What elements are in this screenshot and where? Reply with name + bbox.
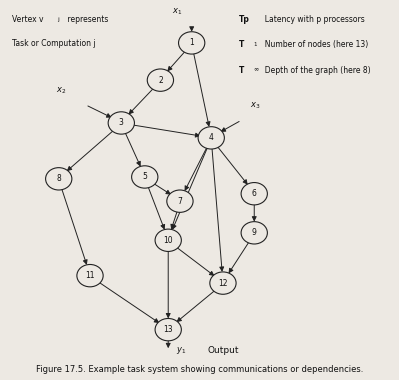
Text: T: T — [239, 40, 244, 49]
Text: 1: 1 — [189, 38, 194, 48]
Ellipse shape — [155, 318, 182, 341]
Ellipse shape — [210, 272, 236, 294]
Text: Task or Computation j: Task or Computation j — [12, 39, 95, 48]
Ellipse shape — [132, 166, 158, 188]
Text: j: j — [57, 17, 59, 22]
Ellipse shape — [147, 69, 174, 91]
Text: 4: 4 — [209, 133, 214, 142]
Ellipse shape — [178, 32, 205, 54]
Text: 13: 13 — [164, 325, 173, 334]
Text: 11: 11 — [85, 271, 95, 280]
Ellipse shape — [108, 112, 134, 134]
Text: $x_1$: $x_1$ — [172, 6, 182, 17]
Ellipse shape — [198, 127, 224, 149]
Text: 10: 10 — [164, 236, 173, 245]
Text: 1: 1 — [253, 42, 257, 47]
Ellipse shape — [167, 190, 193, 212]
Text: ∞: ∞ — [253, 66, 259, 71]
Text: 9: 9 — [252, 228, 257, 238]
Ellipse shape — [241, 222, 267, 244]
Text: Depth of the graph (here 8): Depth of the graph (here 8) — [260, 66, 371, 74]
Text: Figure 17.5. Example task system showing communications or dependencies.: Figure 17.5. Example task system showing… — [36, 365, 363, 374]
Text: 8: 8 — [56, 174, 61, 183]
Text: 3: 3 — [119, 119, 124, 127]
Text: T: T — [239, 66, 244, 74]
Text: $x_3$: $x_3$ — [249, 101, 260, 111]
Text: 6: 6 — [252, 189, 257, 198]
Text: 2: 2 — [158, 76, 163, 85]
Text: Vertex v: Vertex v — [12, 15, 43, 24]
Text: 5: 5 — [142, 173, 147, 182]
Ellipse shape — [155, 229, 182, 252]
Text: Latency with p processors: Latency with p processors — [260, 15, 365, 24]
Text: $x_2$: $x_2$ — [56, 86, 67, 96]
Text: 12: 12 — [218, 279, 228, 288]
Text: Tp: Tp — [239, 15, 249, 24]
Text: represents: represents — [65, 15, 108, 24]
Ellipse shape — [45, 168, 72, 190]
Text: $y_1$: $y_1$ — [176, 345, 186, 356]
Text: Output: Output — [207, 345, 239, 355]
Ellipse shape — [77, 264, 103, 287]
Ellipse shape — [241, 182, 267, 205]
Text: 7: 7 — [178, 197, 182, 206]
Text: Number of nodes (here 13): Number of nodes (here 13) — [260, 40, 368, 49]
